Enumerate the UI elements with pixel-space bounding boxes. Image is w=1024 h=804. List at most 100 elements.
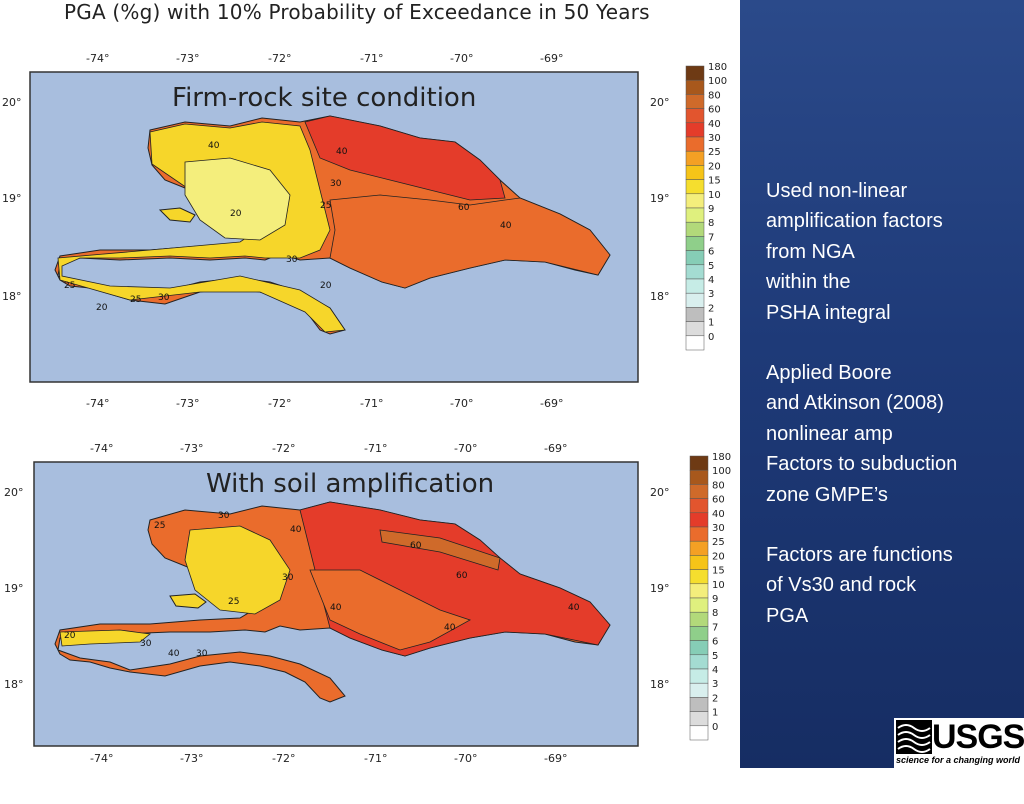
map-label: With soil amplification [206,469,494,499]
colorbar-swatch [685,207,705,223]
lat-ticks-right: 20° 19° 18° [650,486,670,691]
lon-tick: -71° [364,752,387,765]
lon-ticks-bottom: -74° -73° -72° -71° -70° -69° [90,752,567,765]
logo-tagline: science for a changing world [896,755,1021,765]
contour-labels-bottom: 30 25 40 60 60 30 25 40 40 20 30 40 30 4… [64,511,580,659]
colorbar-swatch [689,682,709,698]
contour-label: 20 [96,303,108,313]
lon-tick: -74° [86,52,109,65]
colorbar-swatch [689,498,709,514]
colorbar-swatch [689,597,709,613]
zone-orange-mid [309,569,471,651]
colorbar-label: 30 [712,523,725,534]
colorbar-swatch [685,250,705,266]
map-soil: 30 25 40 60 60 30 25 40 40 20 30 40 30 4… [4,442,731,765]
contour-label: 25 [64,281,75,291]
colorbar-swatch [685,136,705,152]
colorbar-swatch [685,108,705,124]
contour-label: 20 [320,281,332,291]
lon-tick: -70° [450,52,473,65]
colorbar-label: 1 [712,708,718,719]
lat-tick: 20° [650,96,670,109]
zone-tiburon-yellow [59,629,151,647]
colorbar-swatch [689,654,709,670]
lon-tick: -72° [268,397,291,410]
lon-tick: -74° [90,752,113,765]
colorbar-swatch [685,193,705,209]
colorbar-label: 2 [708,303,714,314]
colorbar-label: 100 [712,466,731,477]
colorbar-swatch [689,455,709,471]
colorbar-swatch [689,725,709,741]
lon-tick: -72° [272,752,295,765]
colorbar-label: 7 [708,232,714,243]
zone-gonave [158,207,196,223]
contour-label: 40 [290,525,302,535]
lat-tick: 18° [650,678,670,691]
colorbar-label: 2 [712,693,718,704]
contour-label: 25 [228,597,239,607]
usgs-logo: USGS science for a changing world [894,718,1024,768]
zone-red-north [304,115,506,201]
map-panel-firm-rock: 40 30 25 20 60 40 30 20 25 40 25 30 20 F… [0,30,740,414]
lat-tick: 18° [650,290,670,303]
colorbar-label: 60 [712,495,725,506]
colorbar-swatch [685,179,705,195]
contour-label: 40 [330,603,342,613]
colorbar-label: 80 [708,90,721,101]
lat-tick: 19° [4,582,24,595]
lon-tick: -69° [544,752,567,765]
lon-tick: -69° [540,397,563,410]
colorbar-swatch [689,569,709,585]
colorbar-swatch [685,65,705,81]
lat-tick: 20° [650,486,670,499]
lat-ticks-left: 20° 19° 18° [2,96,22,303]
notes-panel: Used non-linear amplification factors fr… [740,0,1024,768]
contour-labels-top: 40 30 25 20 60 40 30 20 25 40 25 30 20 [64,141,512,313]
logo-word: USGS [932,718,1024,756]
page-title: PGA (%g) with 10% Probability of Exceeda… [64,0,650,24]
colorbar-label: 20 [712,551,725,562]
colorbar-label: 80 [712,480,725,491]
contour-label: 40 [568,603,580,613]
colorbar-label: 100 [708,76,727,87]
colorbar-label: 6 [712,637,718,648]
lon-ticks-bottom: -74° -73° -72° -71° -70° -69° [86,397,563,410]
map-label: Firm-rock site condition [172,83,476,113]
colorbar-label: 25 [712,537,725,548]
colorbar-label: 40 [712,509,725,520]
lon-tick: -69° [540,52,563,65]
contour-label: 40 [168,649,180,659]
colorbar-swatch [685,122,705,138]
contour-label: 30 [218,511,230,521]
lon-ticks-top: -74° -73° -72° -71° -70° -69° [90,442,567,455]
colorbar-label: 4 [712,665,718,676]
colorbar-label: 9 [708,204,714,215]
zone-orange-central [329,194,611,289]
colorbar-swatch [689,540,709,556]
colorbar-label: 3 [708,289,714,300]
colorbar-swatch [689,512,709,528]
lon-tick: -71° [364,442,387,455]
colorbar-swatch [685,236,705,251]
colorbar-swatch [689,640,709,656]
lon-ticks-top: -74° -73° -72° -71° -70° -69° [86,52,563,65]
colorbar-swatch [689,626,709,641]
colorbar-swatch [685,79,705,95]
contour-label: 30 [330,179,342,189]
colorbar-label: 15 [712,566,725,577]
wave-icon [896,720,932,754]
contour-label: 25 [130,295,141,305]
lon-tick: -72° [268,52,291,65]
notes-text: Used non-linear amplification factors fr… [766,176,1018,661]
lon-tick: -73° [176,52,199,65]
colorbar-swatch [689,555,709,570]
lon-tick: -73° [176,397,199,410]
contour-label: 20 [64,631,76,641]
colorbar-swatch [689,611,709,627]
note-amplification: Used non-linear amplification factors fr… [766,180,943,324]
colorbar-swatch [685,335,705,351]
contour-label: 40 [444,623,456,633]
zone-brown-band [379,529,501,571]
